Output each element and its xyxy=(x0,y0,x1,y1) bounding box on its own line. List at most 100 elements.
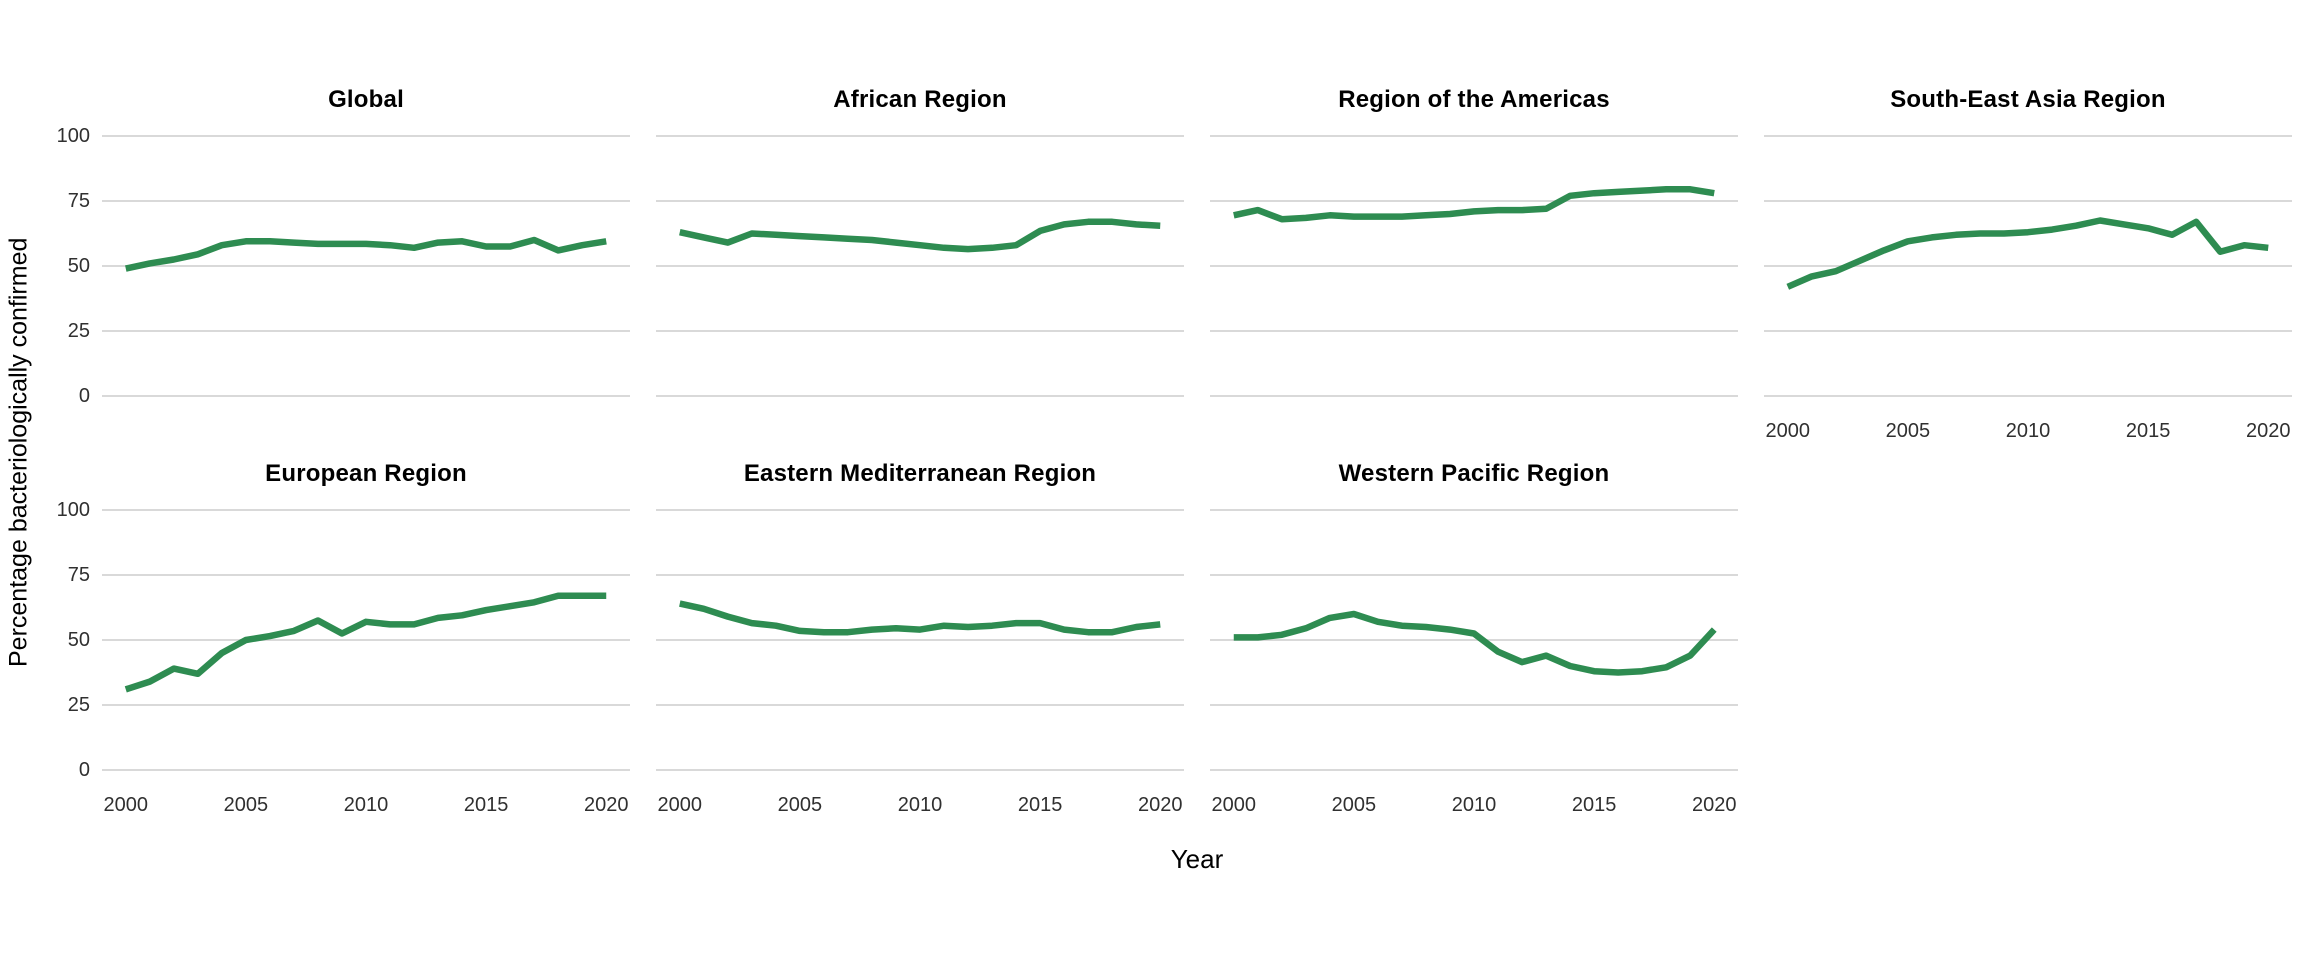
x-tick-labels: 2000 2005 2010 2015 2020 xyxy=(656,784,1184,826)
y-tick-label: 50 xyxy=(67,629,90,651)
facet-title: European Region xyxy=(102,452,630,496)
x-tick-label: 2015 xyxy=(1017,794,1063,816)
gridline-y100 xyxy=(102,135,630,137)
gridline-y100 xyxy=(1210,509,1738,511)
facet-plot-canvas xyxy=(656,496,1184,784)
y-tick-label: 75 xyxy=(67,190,90,212)
x-tick-label: 2015 xyxy=(463,794,509,816)
facet-panel xyxy=(1764,122,2292,410)
gridline-y100 xyxy=(1210,135,1738,137)
facet-title: Global xyxy=(102,78,630,122)
gridline-y50 xyxy=(102,639,630,641)
x-tick-label: 2020 xyxy=(583,794,629,816)
y-tick-label: 25 xyxy=(67,694,90,716)
facet-title-text: African Region xyxy=(833,86,1007,113)
gridline-y25 xyxy=(1210,330,1738,332)
x-tick-label: 2020 xyxy=(2245,420,2291,442)
y-tick-label: 0 xyxy=(78,385,90,407)
x-tick-label: 2000 xyxy=(657,794,703,816)
facet-title: African Region xyxy=(656,78,1184,122)
trend-line xyxy=(680,222,1160,249)
gridline-y75 xyxy=(656,200,1184,202)
facet-panel xyxy=(102,496,630,784)
gridline-y25 xyxy=(656,704,1184,706)
gridline-y0 xyxy=(656,395,1184,397)
x-tick-label: 2005 xyxy=(777,794,823,816)
x-tick-label: 2015 xyxy=(2125,420,2171,442)
trend-line xyxy=(126,240,606,269)
gridline-y25 xyxy=(1764,330,2292,332)
facet-plot-canvas xyxy=(102,496,630,784)
gridline-y0 xyxy=(102,769,630,771)
x-tick-label: 2015 xyxy=(1571,794,1617,816)
y-tick-label: 100 xyxy=(56,499,90,521)
facet-plot-canvas xyxy=(656,122,1184,410)
x-tick-labels: 2000 2005 2010 2015 2020 xyxy=(1764,410,2292,452)
gridline-y0 xyxy=(1764,395,2292,397)
facet-title-text: Eastern Mediterranean Region xyxy=(743,460,1097,487)
facet-plot-canvas xyxy=(102,122,630,410)
facet-plot-canvas xyxy=(1210,122,1738,410)
gridline-y0 xyxy=(1210,395,1738,397)
x-tick-label: 2000 xyxy=(1765,420,1811,442)
facet-panel xyxy=(656,122,1184,410)
facet-panel xyxy=(1210,122,1738,410)
trend-line xyxy=(1234,189,1714,219)
gridline-y25 xyxy=(102,330,630,332)
trend-line xyxy=(1234,614,1714,673)
gridline-y25 xyxy=(656,330,1184,332)
facet-title-text: Western Pacific Region xyxy=(1338,460,1610,487)
x-tick-label: 2000 xyxy=(103,794,149,816)
facet-title: Eastern Mediterranean Region xyxy=(656,452,1184,496)
y-tick-label: 100 xyxy=(56,125,90,147)
facet-slot-empty xyxy=(1764,496,2292,784)
trend-line xyxy=(1788,221,2268,287)
x-tick-label: 2005 xyxy=(1331,794,1377,816)
x-tick-label: 2010 xyxy=(343,794,389,816)
y-tick-label: 50 xyxy=(67,255,90,277)
facet-title-text: Region of the Americas xyxy=(1338,86,1610,113)
facet-plot-canvas xyxy=(1210,496,1738,784)
gridline-y75 xyxy=(1210,574,1738,576)
gridline-y50 xyxy=(102,265,630,267)
gridline-y50 xyxy=(656,639,1184,641)
x-tick-label: 2005 xyxy=(1885,420,1931,442)
facet-title: Region of the Americas xyxy=(1210,78,1738,122)
x-tick-label: 2010 xyxy=(2005,420,2051,442)
gridline-y100 xyxy=(1764,135,2292,137)
gridline-y0 xyxy=(102,395,630,397)
y-tick-labels-row2: 100 75 50 25 0 xyxy=(38,496,102,784)
x-tick-label: 2020 xyxy=(1137,794,1183,816)
gridline-y75 xyxy=(102,574,630,576)
gridline-y50 xyxy=(1210,639,1738,641)
y-tick-label: 0 xyxy=(78,759,90,781)
trend-line xyxy=(126,596,606,690)
facet-panel xyxy=(1210,496,1738,784)
y-axis-title: Percentage bacteriologically confirmed xyxy=(4,237,33,667)
facet-title-text: South-East Asia Region xyxy=(1890,86,2166,113)
trend-line xyxy=(680,604,1160,633)
gridline-y100 xyxy=(102,509,630,511)
gridline-y25 xyxy=(1210,704,1738,706)
x-tick-labels: 2000 2005 2010 2015 2020 xyxy=(102,784,630,826)
gridline-y75 xyxy=(102,200,630,202)
x-tick-labels: 2000 2005 2010 2015 2020 xyxy=(1210,784,1738,826)
gridline-y25 xyxy=(102,704,630,706)
gridline-y75 xyxy=(1764,200,2292,202)
x-tick-label: 2010 xyxy=(1451,794,1497,816)
x-tick-label: 2020 xyxy=(1691,794,1737,816)
y-tick-label: 25 xyxy=(67,320,90,342)
facet-panel xyxy=(656,496,1184,784)
facet-title-text: Global xyxy=(328,86,404,113)
gridline-y75 xyxy=(656,574,1184,576)
x-axis-title: Year xyxy=(1170,844,1224,874)
y-tick-label: 75 xyxy=(67,564,90,586)
gridline-y0 xyxy=(1210,769,1738,771)
facet-plot-canvas xyxy=(1764,122,2292,410)
x-tick-label: 2000 xyxy=(1211,794,1257,816)
x-tick-label: 2005 xyxy=(223,794,269,816)
facet-title: Western Pacific Region xyxy=(1210,452,1738,496)
gridline-y50 xyxy=(1764,265,2292,267)
gridline-y50 xyxy=(1210,265,1738,267)
